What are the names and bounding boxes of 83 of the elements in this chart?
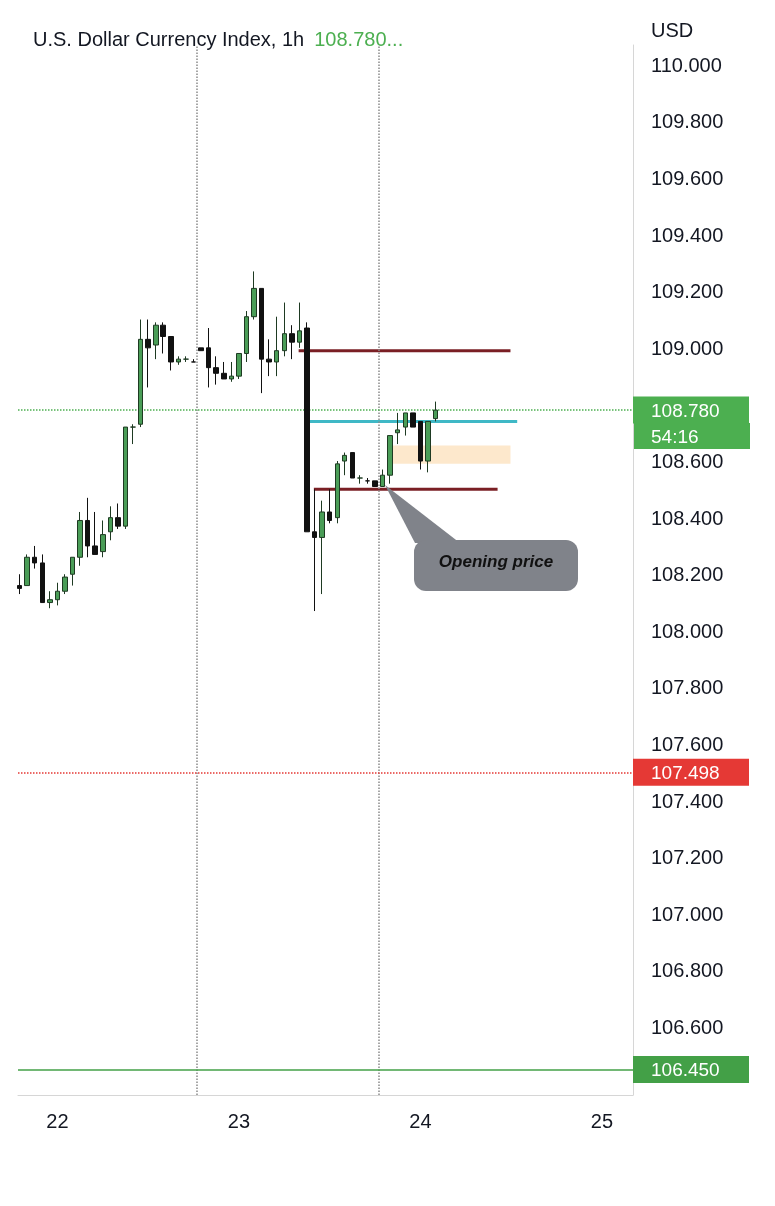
candlestick bbox=[403, 412, 408, 437]
candlestick bbox=[62, 573, 68, 595]
candlestick bbox=[206, 327, 211, 388]
candlestick bbox=[100, 519, 106, 558]
candlestick bbox=[319, 500, 325, 595]
candlestick bbox=[335, 460, 340, 524]
y-tick-label: 107.800 bbox=[651, 676, 724, 699]
candlestick bbox=[395, 412, 400, 445]
y-tick-label: 110.000 bbox=[651, 53, 722, 76]
y-tick-label: 108.200 bbox=[651, 563, 724, 586]
y-tick-label: 109.800 bbox=[651, 110, 724, 133]
candlestick bbox=[32, 545, 37, 570]
candlestick bbox=[55, 582, 60, 606]
y-tick-label: 106.600 bbox=[651, 1016, 724, 1039]
candlestick bbox=[244, 310, 249, 363]
candlestick bbox=[410, 412, 416, 428]
candlestick bbox=[17, 573, 22, 595]
candlestick bbox=[168, 336, 174, 371]
y-tick-label: 106.800 bbox=[651, 959, 724, 982]
chart-title: U.S. Dollar Currency Index, 1h bbox=[33, 28, 305, 50]
candlestick bbox=[213, 355, 219, 386]
y-tick-label: 108.000 bbox=[651, 619, 724, 642]
ref-line-label: 107.498 bbox=[651, 761, 720, 783]
y-tick-label: 109.200 bbox=[651, 280, 724, 303]
y-tick-label: 107.400 bbox=[651, 789, 724, 812]
y-tick-label: 107.200 bbox=[651, 846, 724, 869]
y-tick-label: 109.000 bbox=[651, 336, 724, 359]
y-tick-label: 107.000 bbox=[651, 902, 724, 925]
candlestick bbox=[387, 435, 393, 485]
candlestick bbox=[191, 358, 196, 363]
candlestick bbox=[24, 553, 30, 587]
text: 54:16 bbox=[651, 425, 699, 447]
candlestick bbox=[40, 553, 45, 604]
x-tick-label: 22 bbox=[46, 1110, 69, 1132]
annotation: Opening price bbox=[437, 552, 555, 572]
candlestick bbox=[304, 321, 310, 533]
x-tick-label: 24 bbox=[409, 1110, 432, 1132]
candlestick bbox=[123, 426, 128, 530]
candlestick bbox=[70, 556, 75, 587]
ref-line-label: 108.780 bbox=[651, 399, 720, 421]
candlestick bbox=[342, 452, 347, 476]
candlestick bbox=[425, 420, 431, 473]
candlestick bbox=[229, 361, 234, 383]
candlestick bbox=[266, 338, 272, 377]
candlestick bbox=[115, 502, 121, 530]
candlestick bbox=[289, 324, 295, 360]
candlestick bbox=[251, 270, 257, 321]
candlestick bbox=[108, 505, 113, 541]
candlestick bbox=[160, 321, 166, 354]
candlestick bbox=[176, 355, 181, 366]
candlestick bbox=[130, 423, 136, 445]
x-tick-label: 25 bbox=[590, 1110, 614, 1132]
candlestick bbox=[221, 361, 227, 380]
candlestick bbox=[327, 488, 332, 524]
candlestick bbox=[145, 319, 151, 388]
candlestick bbox=[92, 511, 98, 555]
y-tick-label: 107.600 bbox=[651, 733, 724, 756]
candlestick bbox=[153, 321, 159, 360]
candlestick bbox=[85, 497, 90, 558]
candlestick bbox=[433, 401, 438, 422]
x-tick-label: 23 bbox=[227, 1110, 251, 1132]
y-tick-label: 108.400 bbox=[651, 506, 724, 529]
candlestick bbox=[357, 474, 363, 485]
candlestick bbox=[77, 511, 83, 567]
candlestick bbox=[350, 452, 355, 479]
candlestick bbox=[418, 420, 423, 471]
y-axis-title: USD bbox=[651, 19, 694, 41]
y-tick-label: 109.600 bbox=[651, 167, 724, 190]
y-tick-label: 109.400 bbox=[651, 223, 724, 246]
candlestick bbox=[47, 590, 53, 609]
chart-subtitle: 108.780... bbox=[314, 28, 404, 50]
candlestick bbox=[259, 287, 264, 394]
candlestick bbox=[372, 480, 378, 488]
candlestick bbox=[198, 347, 204, 352]
candlestick bbox=[236, 352, 242, 380]
candlestick bbox=[297, 302, 302, 349]
candlestick bbox=[282, 302, 287, 357]
ref-line-label: 106.450 bbox=[651, 1059, 720, 1081]
candlestick bbox=[380, 469, 385, 488]
candlestick bbox=[312, 488, 317, 612]
y-tick-label: 108.600 bbox=[651, 450, 724, 473]
candlestick bbox=[138, 319, 143, 428]
candlestick bbox=[274, 316, 279, 377]
